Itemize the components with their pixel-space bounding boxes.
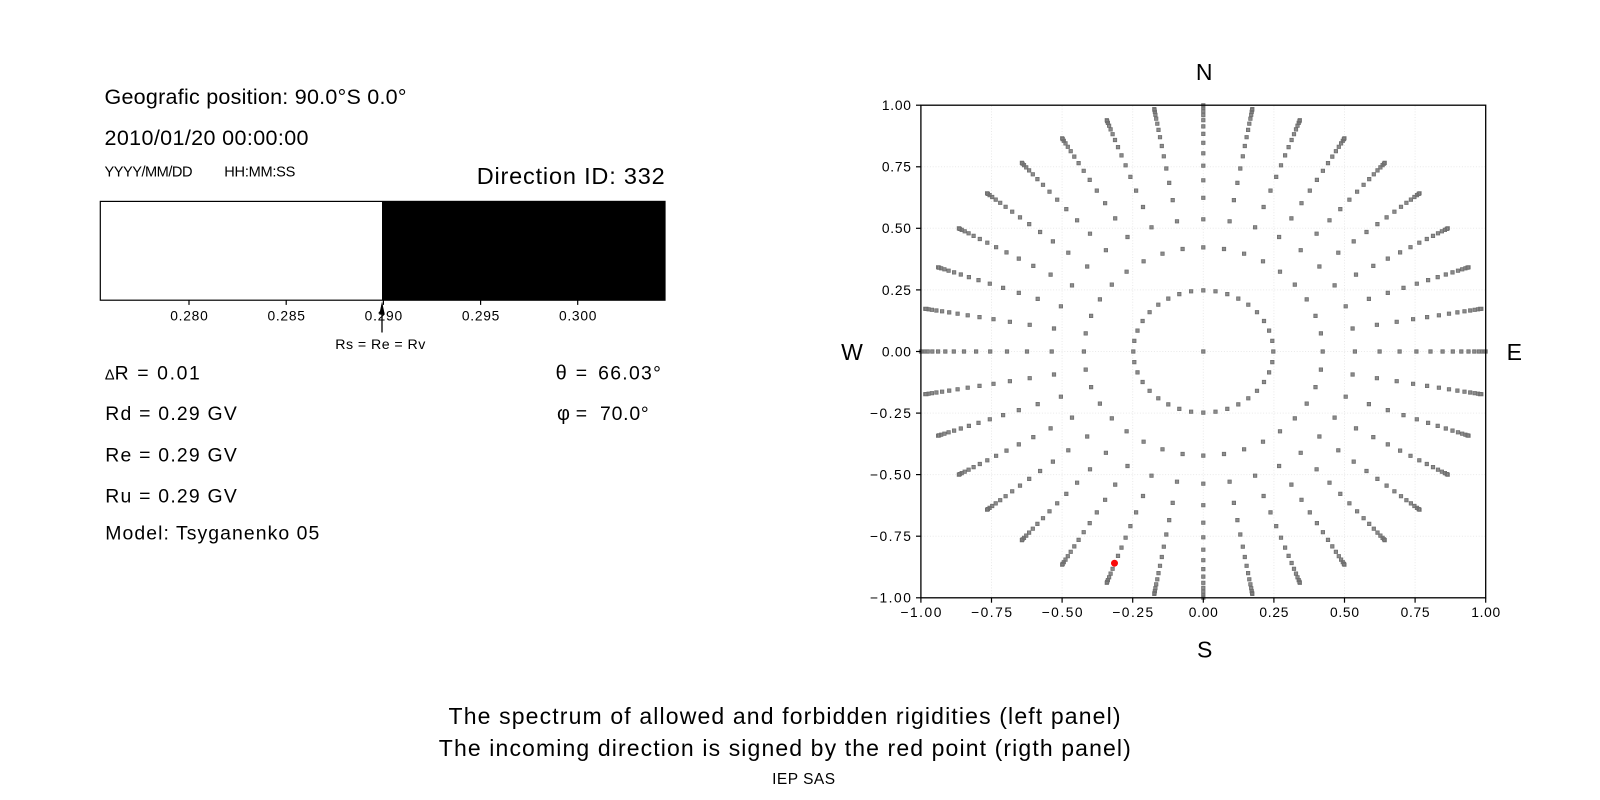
svg-text:1.00: 1.00 — [882, 98, 911, 113]
svg-text:−0.50: −0.50 — [1042, 605, 1083, 620]
svg-text:=: = — [576, 363, 587, 385]
svg-text:0.25: 0.25 — [882, 283, 911, 298]
svg-text:0.25: 0.25 — [1259, 605, 1288, 620]
svg-text:0.75: 0.75 — [1401, 605, 1430, 620]
svg-text:2010/01/20 00:00:00: 2010/01/20 00:00:00 — [105, 126, 309, 150]
svg-text:Re = 0.29 GV: Re = 0.29 GV — [105, 444, 237, 466]
svg-text:Model: Tsyganenko 05: Model: Tsyganenko 05 — [105, 523, 319, 545]
svg-text:0.00: 0.00 — [1189, 605, 1218, 620]
svg-text:0.285: 0.285 — [267, 308, 305, 323]
svg-text:E: E — [1507, 339, 1522, 365]
svg-text:70.0°: 70.0° — [600, 403, 649, 425]
svg-text:Ru = 0.29 GV: Ru = 0.29 GV — [105, 485, 237, 507]
svg-text:0.295: 0.295 — [462, 308, 500, 323]
svg-text:−0.75: −0.75 — [870, 529, 911, 544]
svg-text:The incoming direction is sign: The incoming direction is signed by the … — [439, 735, 1131, 761]
svg-text:S: S — [1197, 637, 1212, 663]
svg-text:N: N — [1196, 59, 1213, 85]
svg-text:Geografic position: 90.0°S 0.0: Geografic position: 90.0°S 0.0° — [105, 85, 407, 109]
svg-text:66.03°: 66.03° — [598, 363, 661, 385]
svg-text:∆: ∆ — [105, 368, 114, 384]
svg-text:HH:MM:SS: HH:MM:SS — [224, 165, 295, 181]
svg-text:θ: θ — [556, 363, 567, 385]
svg-text:0.75: 0.75 — [882, 160, 911, 175]
svg-text:−0.75: −0.75 — [971, 605, 1012, 620]
svg-text:0.280: 0.280 — [170, 308, 208, 323]
svg-text:R = 0.01: R = 0.01 — [115, 363, 200, 385]
svg-text:0.50: 0.50 — [882, 221, 911, 236]
svg-text:W: W — [841, 339, 863, 365]
svg-text:YYYY/MM/DD: YYYY/MM/DD — [105, 165, 193, 181]
svg-text:1.00: 1.00 — [1471, 605, 1500, 620]
svg-text:Rs = Re = Rv: Rs = Re = Rv — [335, 337, 426, 353]
svg-text:Direction ID: 332: Direction ID: 332 — [477, 163, 665, 189]
svg-text:=: = — [576, 403, 587, 425]
svg-text:The spectrum of allowed and fo: The spectrum of allowed and forbidden ri… — [449, 703, 1121, 729]
svg-text:0.50: 0.50 — [1330, 605, 1359, 620]
svg-text:0.00: 0.00 — [882, 344, 911, 359]
svg-text:Rd = 0.29 GV: Rd = 0.29 GV — [105, 403, 237, 425]
svg-text:−0.50: −0.50 — [870, 468, 911, 483]
svg-text:−1.00: −1.00 — [900, 605, 941, 620]
svg-text:−1.00: −1.00 — [870, 591, 911, 606]
svg-text:0.300: 0.300 — [559, 308, 597, 323]
svg-text:φ: φ — [557, 403, 570, 425]
svg-text:−0.25: −0.25 — [1112, 605, 1153, 620]
svg-text:0.290: 0.290 — [365, 308, 403, 323]
svg-text:−0.25: −0.25 — [870, 406, 911, 421]
svg-text:IEP SAS: IEP SAS — [772, 771, 835, 788]
